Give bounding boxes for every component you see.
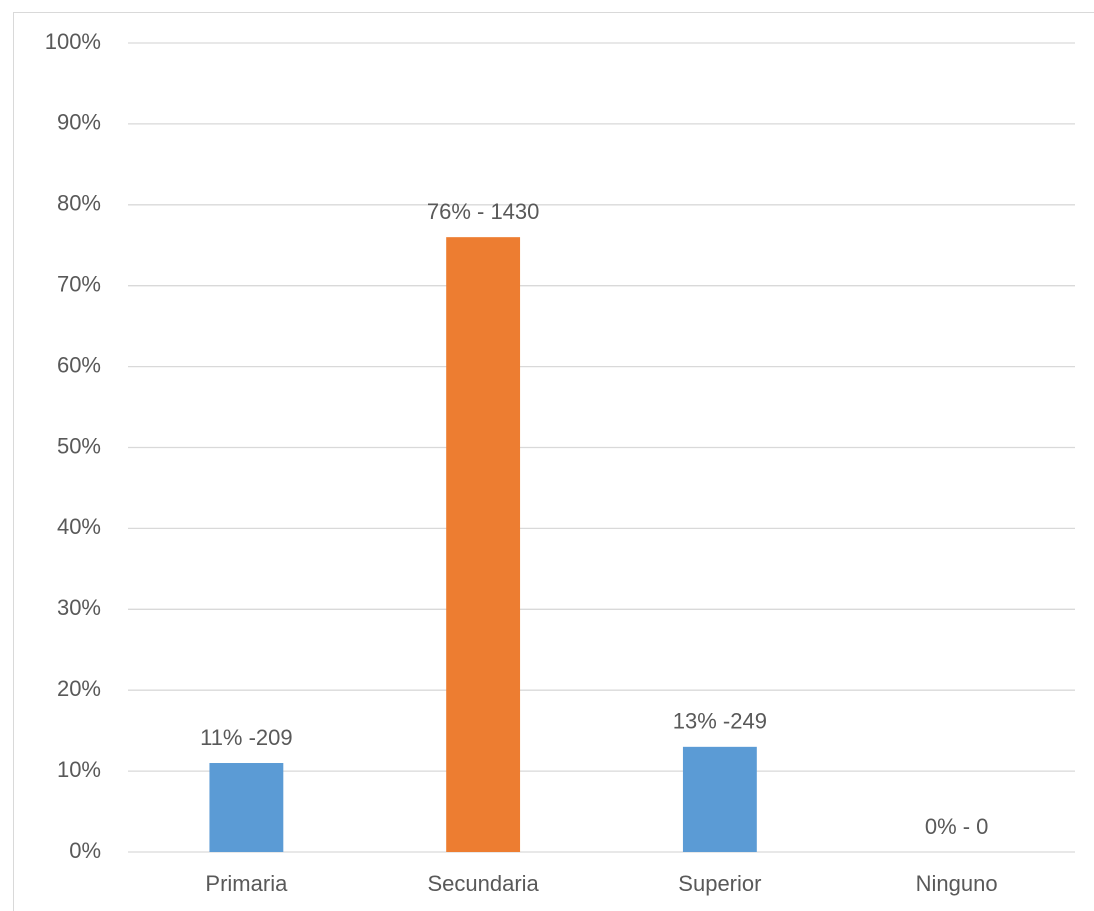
y-tick-label: 20%	[57, 676, 101, 701]
data-label: 76% - 1430	[427, 199, 540, 224]
bar	[682, 746, 757, 852]
y-tick-label: 10%	[57, 757, 101, 782]
x-tick-label: Secundaria	[427, 871, 539, 896]
x-tick-label: Primaria	[205, 871, 288, 896]
chart-border	[13, 12, 1094, 911]
y-tick-label: 30%	[57, 595, 101, 620]
y-tick-label: 70%	[57, 272, 101, 297]
bar	[446, 237, 521, 852]
data-label: 13% -249	[673, 709, 767, 734]
x-tick-label: Ninguno	[916, 871, 998, 896]
data-label: 11% -209	[200, 725, 293, 750]
y-tick-label: 100%	[45, 29, 101, 54]
y-tick-label: 90%	[57, 110, 101, 135]
y-tick-label: 40%	[57, 514, 101, 539]
data-label: 0% - 0	[925, 814, 989, 839]
y-tick-label: 50%	[57, 433, 101, 458]
bar	[209, 763, 284, 852]
y-tick-label: 0%	[69, 838, 101, 863]
y-tick-label: 60%	[57, 352, 101, 377]
x-tick-label: Superior	[678, 871, 761, 896]
y-tick-label: 80%	[57, 191, 101, 216]
